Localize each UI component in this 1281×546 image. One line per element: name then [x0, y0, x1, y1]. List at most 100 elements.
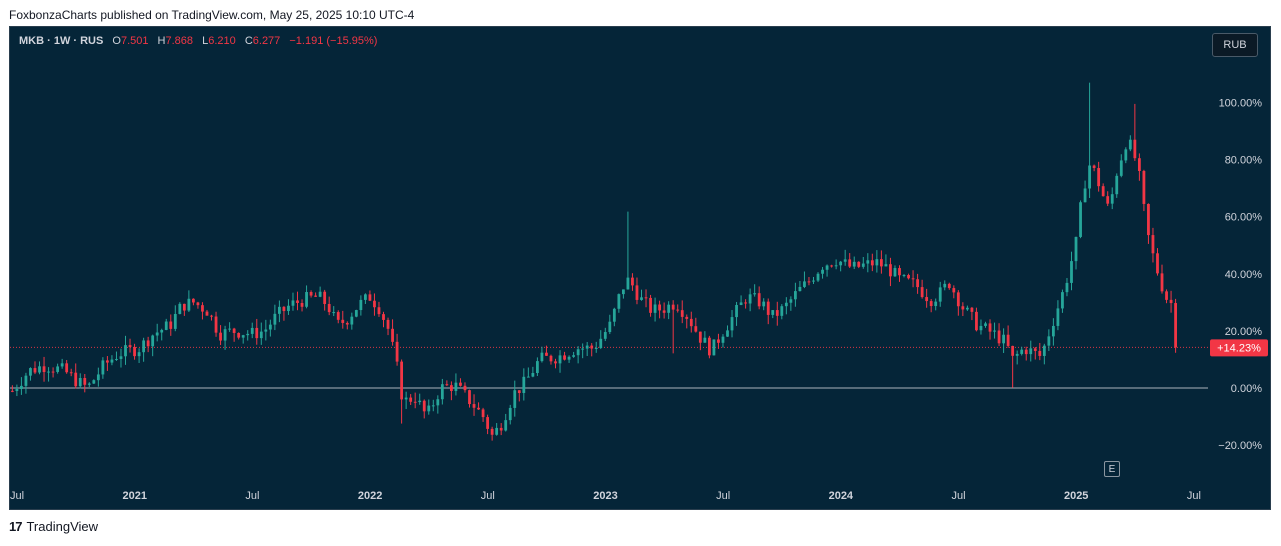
candle-body: [735, 304, 738, 318]
candle-body: [391, 328, 394, 342]
candle-body: [762, 301, 766, 307]
candle-body: [250, 327, 254, 334]
candle-body: [898, 268, 901, 276]
candle-body: [377, 307, 381, 315]
candle-body: [178, 303, 182, 314]
x-tick-label: 2021: [123, 490, 147, 502]
footer-brand[interactable]: 17 TradingView: [9, 519, 98, 534]
candle-body: [96, 374, 100, 381]
candle-body: [395, 341, 399, 362]
candle-body: [350, 316, 354, 325]
candle-body: [382, 314, 385, 320]
candle-body: [436, 399, 440, 406]
candle-body: [115, 358, 118, 360]
candle-body: [291, 300, 295, 306]
candle-body: [526, 376, 530, 378]
candle-body: [965, 307, 969, 310]
candle-body: [984, 323, 987, 326]
y-tick-label: 80.00%: [1225, 155, 1263, 167]
candle-body: [848, 259, 852, 267]
candle-body: [228, 328, 232, 330]
open-key: O: [112, 35, 121, 47]
candle-body: [418, 400, 422, 403]
candle-body: [907, 275, 910, 279]
candle-body: [210, 315, 213, 317]
candle-body: [1133, 139, 1137, 159]
candle-body: [884, 264, 888, 267]
candle-body: [635, 285, 639, 300]
candle-body: [101, 360, 105, 375]
candle-body: [694, 326, 698, 332]
candle-body: [934, 301, 938, 307]
candlestick-chart[interactable]: −20.00% 0.00% 20.00% 40.00% 60.00% 80.00% 100.…: [10, 27, 1271, 510]
candle-body: [938, 287, 942, 302]
candle-body: [889, 264, 892, 277]
candle-body: [268, 324, 272, 330]
candle-body: [753, 293, 757, 295]
candle-body: [1061, 292, 1064, 309]
candle-body: [486, 417, 490, 429]
high-value: 7.868: [165, 35, 194, 47]
close-value: 6.277: [252, 35, 281, 47]
ohlc-legend: MKB · 1W · RUS O7.501 H7.868 L6.210 C6.2…: [19, 35, 377, 47]
candle-body: [993, 330, 996, 332]
candle-body: [929, 301, 933, 307]
currency-button[interactable]: RUB: [1212, 33, 1258, 57]
chart-panel[interactable]: −20.00% 0.00% 20.00% 40.00% 60.00% 80.00% 100.…: [9, 26, 1271, 510]
candle-body: [667, 304, 671, 313]
symbol-label[interactable]: MKB · 1W · RUS: [19, 35, 104, 47]
candle-body: [282, 306, 286, 312]
high-key: H: [157, 35, 166, 47]
candle-body: [463, 385, 467, 391]
candle-body: [29, 368, 32, 376]
candle-body: [413, 401, 417, 403]
candle-body: [15, 389, 19, 391]
candle-body: [287, 305, 290, 312]
candle-body: [834, 265, 838, 267]
candle-body: [902, 275, 906, 277]
candle-body: [477, 407, 480, 410]
candle-body: [952, 288, 956, 293]
candle-body: [1115, 175, 1119, 195]
candle-body: [33, 368, 37, 373]
candle-body: [576, 349, 580, 356]
candle-body: [368, 294, 372, 301]
candle-body: [56, 366, 60, 372]
y-tick-label: 100.00%: [1219, 98, 1263, 110]
candle-body: [74, 372, 78, 387]
candle-body: [133, 347, 136, 357]
candle-body: [119, 356, 123, 359]
candle-body: [925, 297, 929, 302]
candle-body: [24, 375, 28, 386]
candle-body: [590, 345, 594, 349]
candle-body: [1101, 186, 1105, 197]
candle-body: [1065, 282, 1069, 293]
candle-body: [875, 259, 879, 266]
candle-body: [273, 313, 277, 325]
candle-body: [771, 310, 775, 315]
candle-body: [789, 299, 793, 303]
candle-body: [1020, 349, 1024, 354]
candle-body: [137, 352, 141, 357]
y-tick-label: 60.00%: [1225, 212, 1263, 224]
candle-body: [1038, 350, 1042, 356]
candle-body: [78, 378, 82, 387]
candle-body: [187, 298, 191, 311]
candle-body: [793, 291, 797, 300]
candle-body: [780, 306, 784, 316]
candle-body: [730, 317, 734, 331]
candle-body: [246, 333, 250, 336]
candle-body: [721, 336, 725, 343]
candle-body: [997, 330, 1001, 344]
candle-body: [979, 325, 983, 331]
candle-body: [327, 303, 331, 313]
candle-body: [305, 292, 308, 307]
candle-body: [803, 281, 806, 287]
candle-body: [1047, 336, 1051, 346]
candle-body: [1056, 308, 1060, 326]
close-key: C: [244, 35, 253, 47]
candle-body: [51, 371, 55, 373]
events-button[interactable]: E: [1104, 461, 1120, 477]
candle-body: [296, 300, 299, 304]
candle-body: [404, 397, 408, 400]
